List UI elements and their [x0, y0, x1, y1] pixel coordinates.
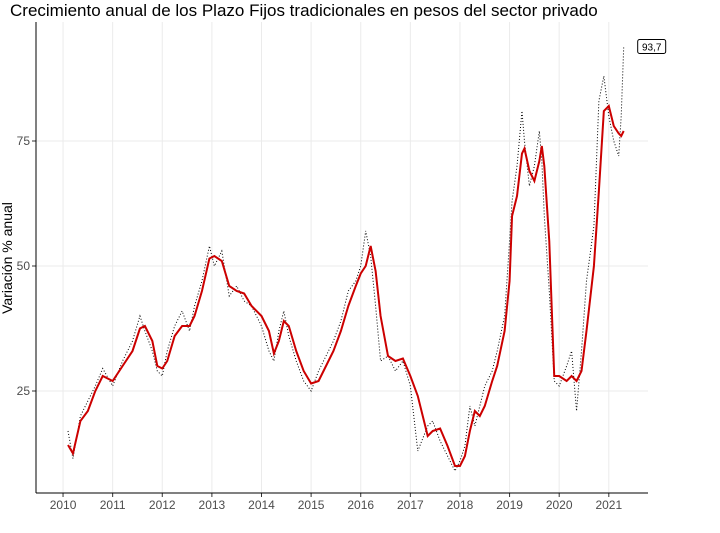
- annotation-label: 93,7: [642, 43, 662, 54]
- y-tick-label: 25: [17, 384, 31, 398]
- x-tick-label: 2013: [199, 498, 226, 512]
- y-tick-label: 75: [17, 134, 31, 148]
- data-line: [67, 47, 625, 473]
- x-tick-label: 2020: [546, 498, 573, 512]
- x-tick-label: 2015: [298, 498, 325, 512]
- x-tick-label: 2010: [50, 498, 77, 512]
- x-tick-label: 2016: [347, 498, 374, 512]
- y-tick-label: 50: [17, 259, 31, 273]
- data-line: [67, 104, 625, 467]
- annotation-box: [637, 39, 667, 54]
- x-tick-label: 2011: [100, 498, 126, 512]
- x-tick-label: 2019: [496, 498, 523, 512]
- x-tick-label: 2018: [447, 498, 474, 512]
- x-tick-label: 2012: [149, 498, 176, 512]
- chart-title: Crecimiento anual de los Plazo Fijos tra…: [10, 1, 598, 20]
- y-axis-label: Variación % anual: [0, 202, 15, 314]
- x-tick-label: 2014: [248, 498, 275, 512]
- x-tick-label: 2021: [595, 498, 622, 512]
- x-tick-label: 2017: [397, 498, 424, 512]
